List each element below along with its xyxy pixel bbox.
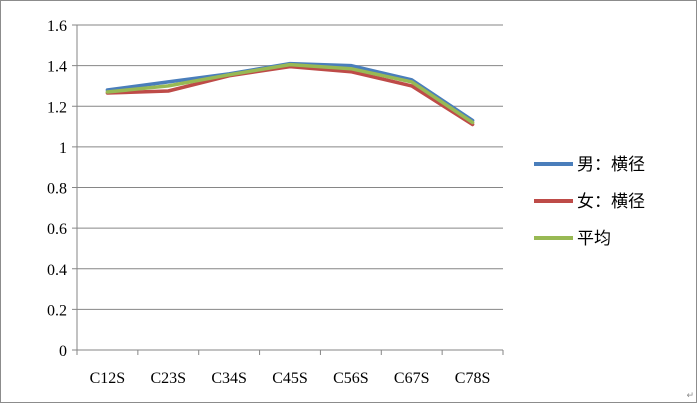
- legend-label: 男：横径: [577, 155, 645, 175]
- legend-label: 平均: [577, 229, 611, 249]
- x-tick-label: C45S: [272, 370, 308, 387]
- series-line: [105, 64, 475, 127]
- y-tick-label: 0.4: [47, 262, 67, 279]
- x-tick-label: C23S: [150, 370, 186, 387]
- x-tick-label: C12S: [90, 370, 126, 387]
- x-tick-label: C34S: [211, 370, 247, 387]
- y-tick-label: 1.6: [47, 18, 67, 35]
- paragraph-mark: ↵: [686, 391, 694, 401]
- x-tick-label: C56S: [333, 370, 369, 387]
- y-tick-label: 0: [59, 343, 67, 360]
- y-tick-label: 0.8: [47, 181, 67, 198]
- gridlines: [77, 24, 503, 310]
- y-tick-label: 1.2: [47, 99, 67, 116]
- y-tick-label: 1.4: [47, 59, 67, 76]
- x-axis-ticks: C12S C23S C34S C45S C56S C67S C78S: [76, 350, 504, 387]
- y-tick-label: 1: [59, 140, 67, 157]
- series-lines: [105, 61, 475, 127]
- series-line: [105, 62, 475, 125]
- legend-label: 女：横径: [577, 192, 645, 212]
- y-axis-ticks: 0 0.2 0.4 0.6 0.8 1 1.2 1.4 1.6: [47, 18, 77, 360]
- y-tick-label: 0.2: [47, 302, 67, 319]
- x-tick-label: C67S: [394, 370, 430, 387]
- y-tick-label: 0.6: [47, 221, 67, 238]
- x-tick-label: C78S: [455, 370, 491, 387]
